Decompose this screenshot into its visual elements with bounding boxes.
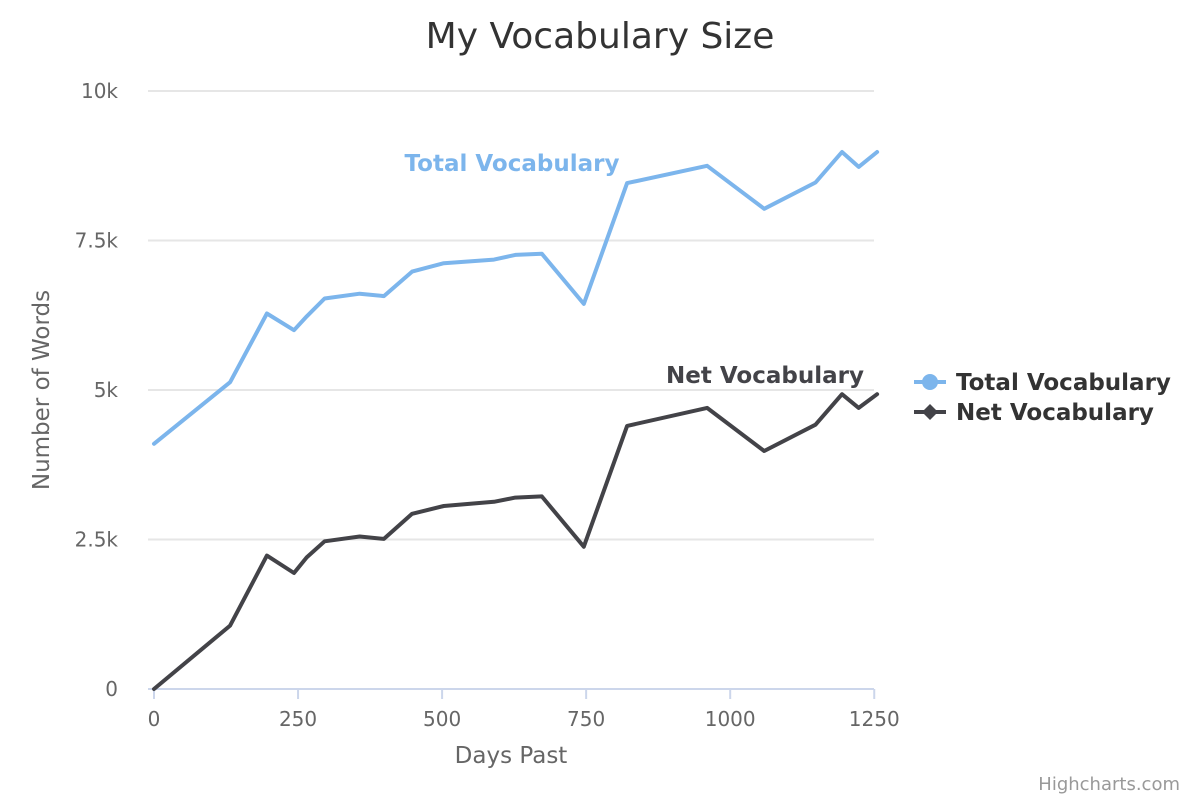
chart-title: My Vocabulary Size bbox=[426, 16, 775, 57]
legend[interactable]: Total Vocabulary Net Vocabulary bbox=[914, 370, 1171, 426]
y-tick-label: 2.5k bbox=[75, 528, 119, 552]
legend-item[interactable]: Total Vocabulary bbox=[914, 370, 1171, 396]
y-tick-label: 10k bbox=[81, 79, 118, 103]
series-label: Net Vocabulary bbox=[666, 363, 864, 389]
x-tick-label: 500 bbox=[423, 707, 461, 731]
series-lines: Total Vocabulary Net Vocabulary bbox=[152, 150, 880, 691]
legend-label: Total Vocabulary bbox=[956, 370, 1171, 396]
x-axis-title: Days Past bbox=[455, 743, 568, 769]
credits-link[interactable]: Highcharts.com bbox=[1038, 774, 1180, 795]
series-label: Total Vocabulary bbox=[405, 151, 620, 177]
x-tick-label: 750 bbox=[567, 707, 605, 731]
x-tick-label: 1250 bbox=[849, 707, 900, 731]
grid-lines bbox=[148, 90, 874, 541]
y-tick-label: 0 bbox=[105, 677, 118, 701]
y-tick-label: 7.5k bbox=[75, 229, 119, 253]
y-axis-title: Number of Words bbox=[29, 290, 55, 490]
y-tick-label: 5k bbox=[94, 378, 119, 402]
series-line-total-vocabulary[interactable] bbox=[152, 150, 880, 446]
axes: 0 2.5k 5k 7.5k 10k 0 250 500 750 1000 1250 bbox=[75, 79, 900, 731]
series-line-net-vocabulary[interactable] bbox=[152, 392, 880, 691]
circle-marker-icon bbox=[922, 374, 938, 390]
x-tick-label: 250 bbox=[279, 707, 317, 731]
legend-item[interactable]: Net Vocabulary bbox=[914, 400, 1154, 426]
x-tick-label: 1000 bbox=[705, 707, 756, 731]
legend-label: Net Vocabulary bbox=[956, 400, 1154, 426]
x-tick-label: 0 bbox=[148, 707, 161, 731]
diamond-marker-icon bbox=[922, 404, 938, 420]
